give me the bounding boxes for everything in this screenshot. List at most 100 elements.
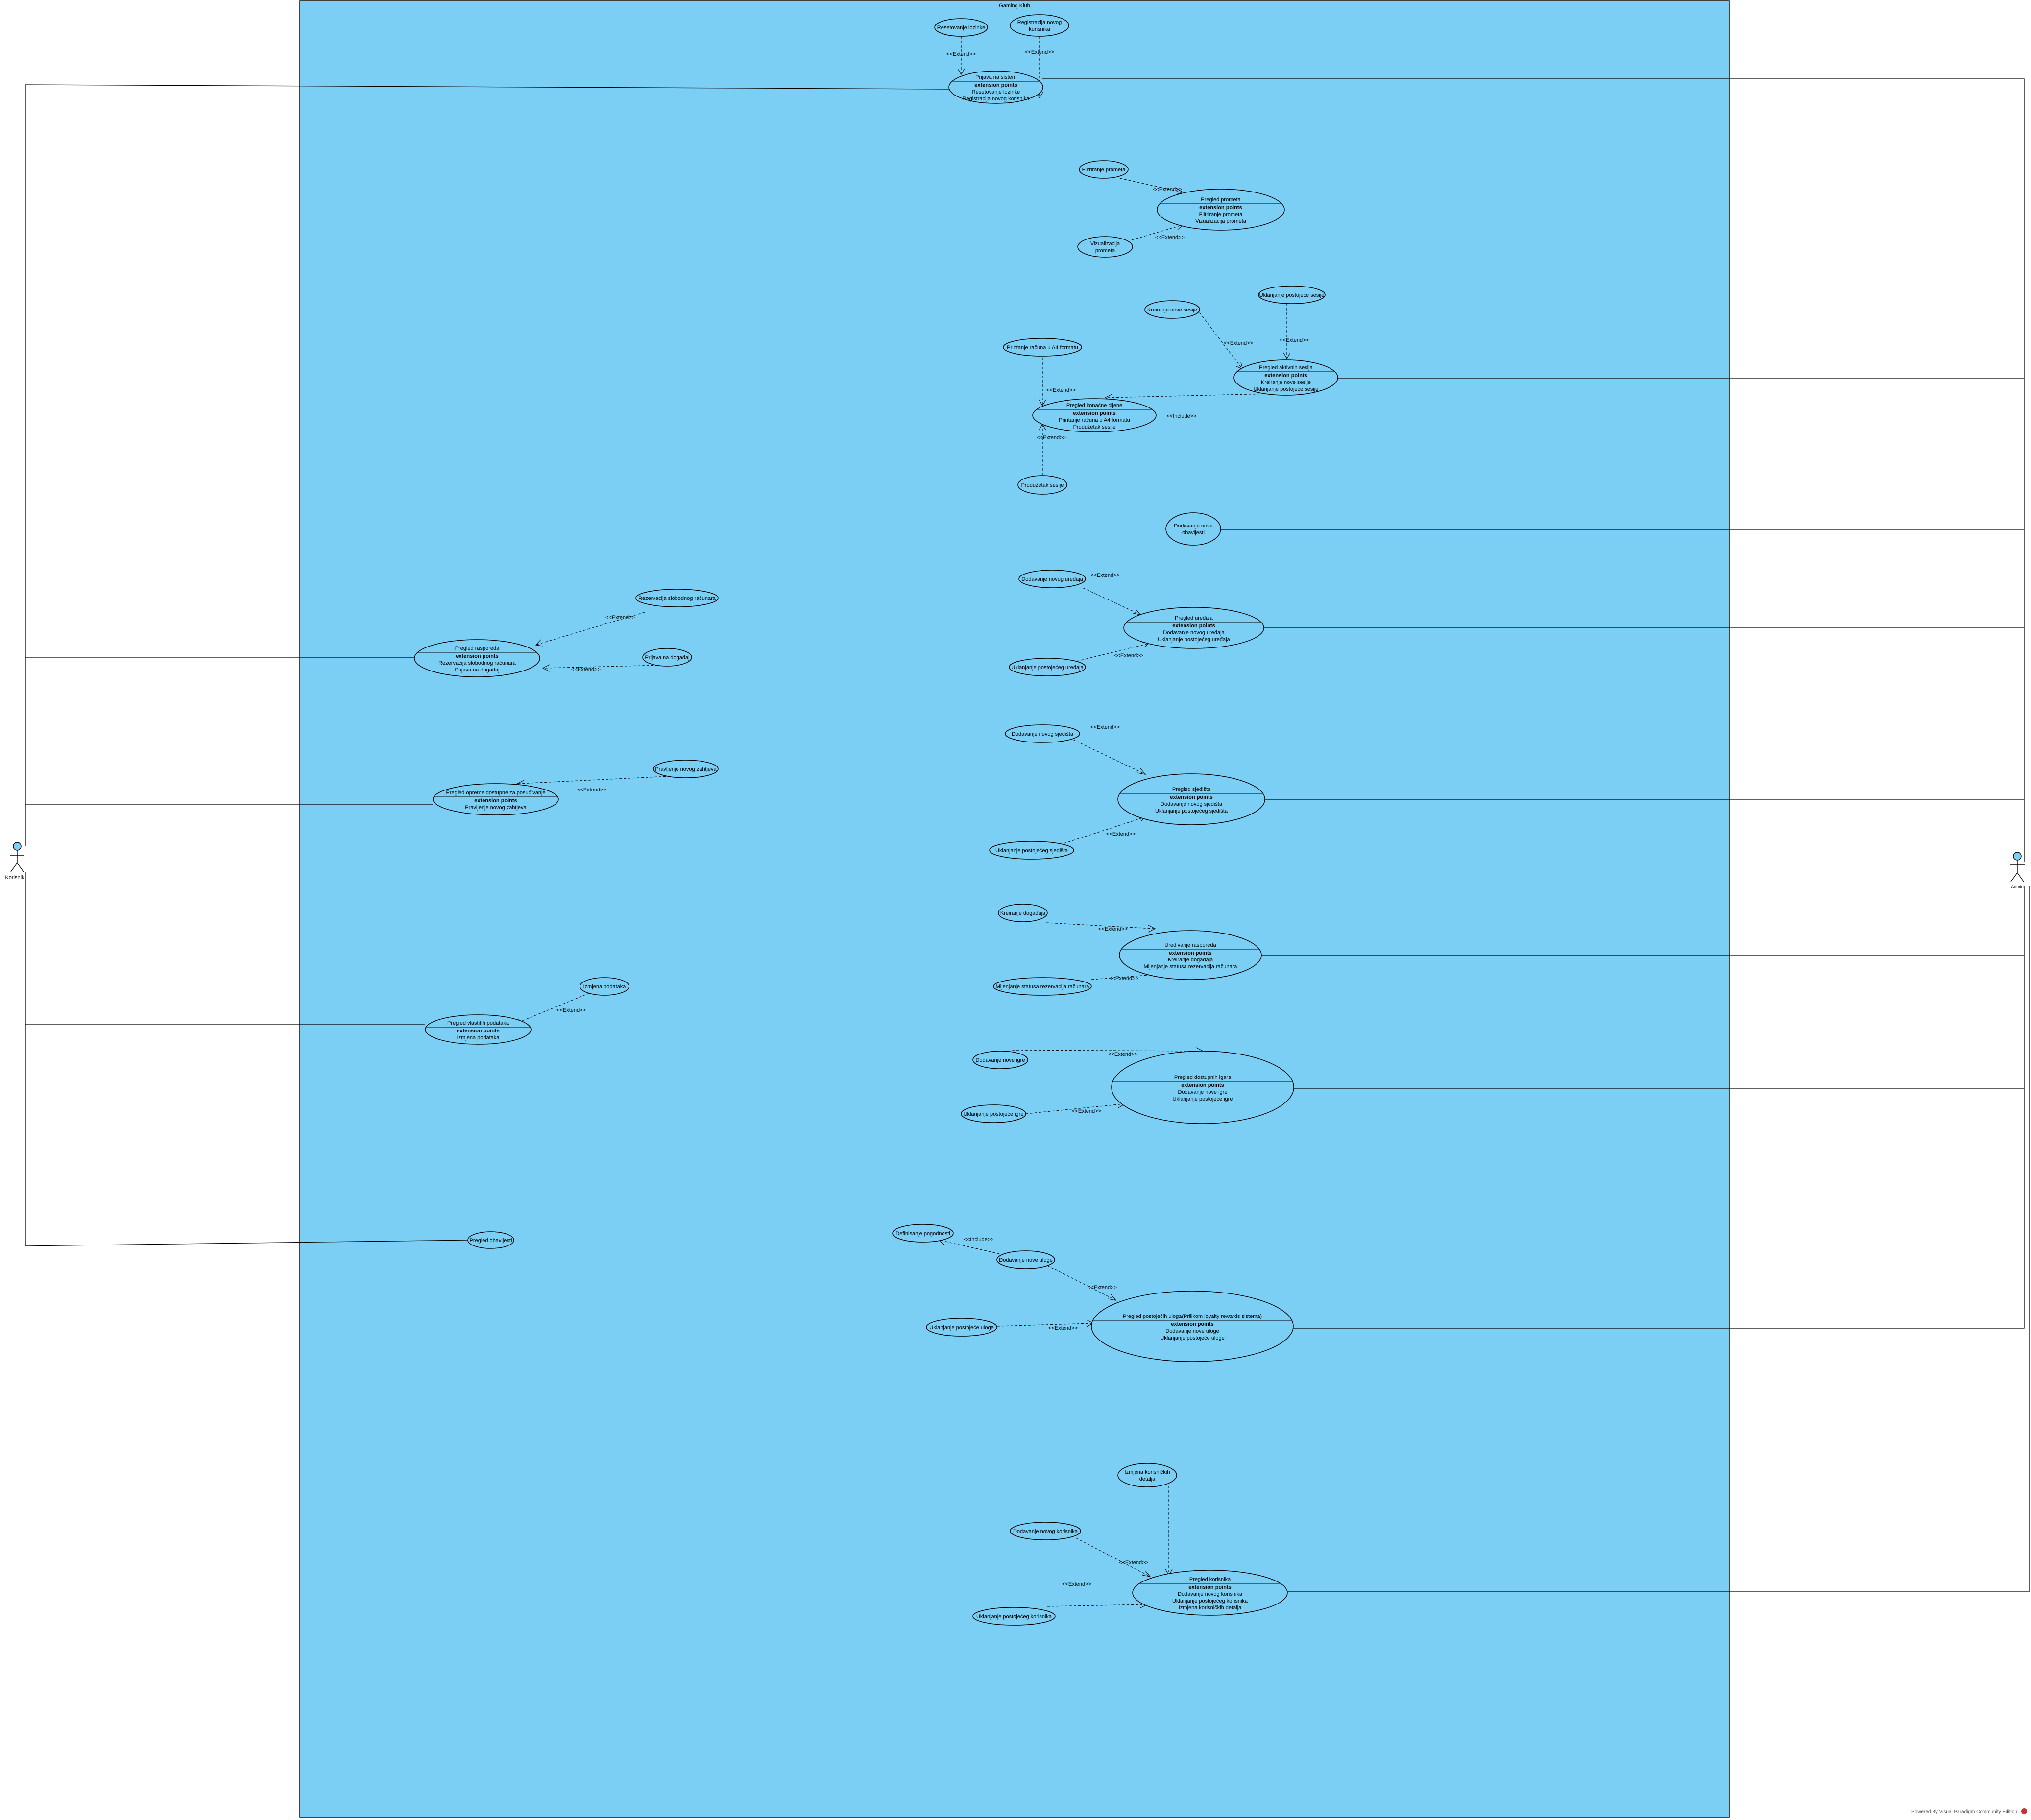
label-extend-prijava-dogadjaj: <<Extend>> (571, 667, 601, 672)
usecase-novi-korisnik[interactable]: Dodavanje novog korisnika (1010, 1522, 1081, 1540)
usecase-uredjivanje-rasporeda-ext-heading: extension points (1169, 950, 1211, 956)
usecase-pregled-uloga-title: Pregled postojećih uloga(Prilikom loyalt… (1123, 1314, 1262, 1319)
usecase-novi-zahtjev[interactable]: Pravljenje novog zahtjeva (653, 760, 719, 778)
label-extend-izmjena-podataka: <<Extend>> (556, 1007, 586, 1013)
usecase-novi-uredjaj-label: Dodavanje novog uređaja (1021, 576, 1083, 582)
usecase-filtriranje[interactable]: Filtriranje prometa (1079, 160, 1129, 179)
usecase-obavijest-nova-label: obavijesti (1182, 530, 1205, 536)
usecase-pregled-sjedista[interactable]: Pregled sjedišta extension pointsDodavanj… (1117, 773, 1265, 825)
usecase-resetovanje-shape (934, 18, 988, 37)
usecase-printanje[interactable]: Printanje računa u A4 formatu (1003, 338, 1082, 357)
usecase-produzetak-shape (1017, 475, 1067, 495)
usecase-pregled-korisnika-ext-heading: extension points (1188, 1584, 1231, 1590)
usecase-uredjivanje-rasporeda[interactable]: Uređivanje rasporeda extension pointsKrei… (1119, 930, 1262, 980)
usecase-prijava-ext-heading: extension points (974, 82, 1017, 88)
usecase-izmjena-detalja-label: Izmjena korisničkih (1125, 1469, 1170, 1475)
usecase-kreiranje-sesije[interactable]: Kreiranje nove sesije (1144, 300, 1200, 319)
usecase-prijava[interactable]: Prijava na sistem extension pointsResetov… (948, 71, 1043, 104)
usecase-uklanjanje-igre[interactable]: Uklanjanje postojeće igre (961, 1104, 1026, 1123)
usecase-uredjivanje-rasporeda-point: Mijenjanje statusa rezervacija računara (1144, 964, 1238, 970)
usecase-vizualizacija-shape (1077, 236, 1133, 258)
dep-mijenjanje-statusa (1091, 974, 1155, 980)
usecase-prijava-dogadjaj[interactable]: Prijava na događaj (642, 648, 692, 667)
usecase-uklanjanje-uloge[interactable]: Uklanjanje postojeće uloge (926, 1318, 997, 1337)
assoc-admin-korisnici (1287, 886, 2030, 1592)
usecase-pregled-uloga[interactable]: Pregled postojećih uloga(Prilikom loyalt… (1091, 1291, 1294, 1362)
usecase-novi-uredjaj[interactable]: Dodavanje novog uređaja (1018, 570, 1086, 588)
usecase-uklanjanje-uredjaja[interactable]: Uklanjanje postojećeg uređaja (1009, 658, 1086, 676)
usecase-definisanje-label: Definisanje pogodnosti (895, 1231, 950, 1237)
usecase-pregled-opreme[interactable]: Pregled opreme dostupne za posuđivanje ex… (433, 783, 559, 815)
actor-admin-label: Admin (2011, 885, 2024, 889)
usecase-uklanjanje-korisnika[interactable]: Uklanjanje postojećeg korisnika (972, 1607, 1056, 1626)
label-extend-nova-igra: <<Extend>> (1108, 1052, 1137, 1057)
label-extend-mijenjanje-statusa: <<Extend>> (1109, 976, 1138, 982)
label-include-pogodnosti: <<Include>> (964, 1237, 993, 1243)
usecase-pregled-prometa-shape (1157, 189, 1285, 231)
usecase-pregled-obavijesti-label: Pregled obavijesti (470, 1238, 512, 1244)
usecase-pregled-sjedista-point: Dodavanje novog sjedišta (1161, 801, 1223, 807)
usecase-uklanjanje-uredjaja-shape (1009, 658, 1086, 676)
usecase-novo-sjediste[interactable]: Dodavanje novog sjedišta (1005, 724, 1080, 743)
usecase-aktivne-sesije-ext-heading: extension points (1264, 373, 1307, 379)
usecase-rezervacija[interactable]: Rezervacija slobodnog računara (635, 589, 719, 607)
usecase-prijava-dogadjaj-shape (642, 648, 692, 667)
usecase-izmjena-podataka[interactable]: Izmjena podataka (580, 977, 629, 996)
label-extend-uklanjanje-uredjaja: <<Extend>> (1114, 653, 1143, 659)
dep-filtriranje (1119, 178, 1182, 192)
usecase-prijava-point: Resetovanje lozinke (972, 89, 1020, 95)
visual-paradigm-logo-icon (2021, 1808, 2027, 1814)
usecase-produzetak[interactable]: Produžetak sesije (1017, 475, 1067, 495)
dep-nova-igra (1012, 1050, 1203, 1052)
usecase-novi-zahtjev-shape (653, 760, 719, 778)
usecase-pregled-sjedista-shape (1117, 773, 1265, 825)
usecase-uklanjanje-sesije[interactable]: Uklanjanje postojeće sesije (1258, 286, 1326, 304)
usecase-pregled-prometa[interactable]: Pregled prometa extension pointsFiltriran… (1157, 189, 1285, 231)
actor-korisnik[interactable]: Korisnik (5, 842, 24, 881)
usecase-pregled-prometa-point: Filtriranje prometa (1199, 212, 1243, 217)
actor-admin[interactable]: Admin (2010, 852, 2025, 889)
usecase-pregled-korisnika[interactable]: Pregled korisnika extension pointsDodavan… (1132, 1570, 1288, 1616)
usecase-pregled-uloga-point: Dodavanje nove uloge (1165, 1328, 1219, 1334)
usecase-pregled-rasporeda[interactable]: Pregled rasporeda extension pointsRezerva… (414, 639, 540, 677)
usecase-filtriranje-shape (1079, 160, 1129, 179)
usecase-kreiranje-dogadjaja[interactable]: Kreiranje događaja (998, 904, 1048, 922)
usecase-definisanje[interactable]: Definisanje pogodnosti (892, 1224, 954, 1243)
usecase-pregled-sjedista-point: Uklanjanje postojećeg sjedišta (1155, 808, 1228, 814)
dep-uklanjanje-sjedista (1064, 816, 1146, 844)
usecase-vizualizacija-label: prometa (1095, 248, 1115, 254)
usecase-vizualizacija-label: Vizualizacija (1090, 241, 1120, 247)
usecase-mijenjanje-statusa[interactable]: Mijenjanje statusa rezervacija računara (993, 977, 1092, 996)
usecase-pregled-uredjaja-point: Dodavanje novog uređaja (1163, 630, 1225, 636)
usecase-dostupne-igre[interactable]: Pregled dostupnih igara extension pointsD… (1111, 1051, 1294, 1124)
usecase-konacna-cijena-point: Produžetak sesije (1073, 424, 1116, 430)
usecase-uklanjanje-sjedista[interactable]: Uklanjanje postojećeg sjedišta (989, 841, 1074, 860)
usecase-pregled-prometa-ext-heading: extension points (1199, 205, 1242, 211)
usecase-izmjena-detalja-label: detalja (1139, 1476, 1156, 1482)
usecase-pregled-uredjaja[interactable]: Pregled uređaja extension pointsDodavanje… (1123, 607, 1264, 649)
usecase-prijava-shape (948, 71, 1043, 104)
dep-novi-zahtjev (518, 775, 679, 784)
usecase-nova-uloga[interactable]: Dodavanje nove uloge (996, 1250, 1055, 1269)
usecase-resetovanje[interactable]: Resetovanje lozinke (934, 18, 988, 37)
usecase-pregled-obavijesti[interactable]: Pregled obavijesti (467, 1231, 514, 1249)
usecase-dostupne-igre-point: Uklanjanje postojeće igre (1173, 1096, 1233, 1102)
dep-izmjena-podataka (515, 991, 594, 1024)
usecase-pregled-uredjaja-ext-heading: extension points (1172, 623, 1215, 629)
usecase-uklanjanje-korisnika-label: Uklanjanje postojećeg korisnika (976, 1614, 1052, 1620)
usecase-aktivne-sesije[interactable]: Pregled aktivnih sesija extension pointsK… (1233, 359, 1338, 396)
usecase-uklanjanje-uloge-label: Uklanjanje postojeće uloge (929, 1325, 993, 1331)
usecase-pregled-opreme-title: Pregled opreme dostupne za posuđivanje (446, 790, 545, 796)
dependency-labels: <<Extend>> <<Extend>> <<Extend>> <<Exten… (556, 49, 1309, 1587)
dep-kreiranje-dogadjaja (1046, 922, 1155, 929)
usecase-prijava-point: Registracija novog korisnika (963, 96, 1030, 102)
usecase-licni-podaci[interactable]: Pregled vlastitih podataka extension poin… (425, 1014, 532, 1045)
usecase-nova-igra[interactable]: Dodavanje nove igre (972, 1051, 1028, 1069)
usecase-uklanjanje-igre-shape (961, 1104, 1026, 1123)
